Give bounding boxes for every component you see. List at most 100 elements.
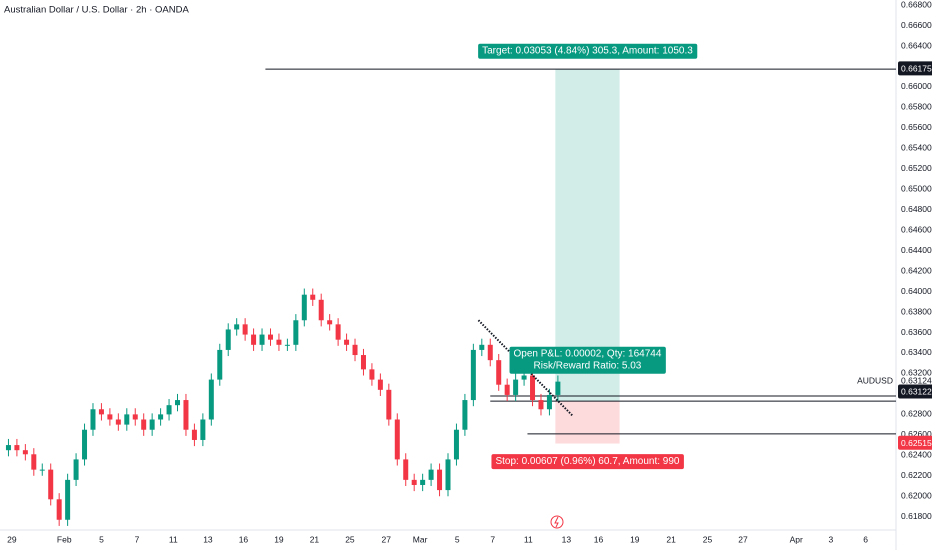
label-box <box>898 435 932 450</box>
candle-body <box>546 394 552 410</box>
candle-body <box>513 379 519 395</box>
x-tick-label: 25 <box>703 534 713 544</box>
candle-body <box>293 320 299 345</box>
candle-body <box>14 445 20 451</box>
y-tick-label: 0.62400 <box>901 450 932 460</box>
candle-body <box>217 349 223 380</box>
y-tick-label: 0.65400 <box>901 143 932 153</box>
candle-body <box>470 349 476 401</box>
candle-body <box>403 459 409 480</box>
candle-body <box>149 419 155 430</box>
candle-body <box>65 479 71 520</box>
candle-body <box>48 469 54 500</box>
candle-body <box>242 324 248 335</box>
y-tick-label: 0.62800 <box>901 409 932 419</box>
label-box <box>478 43 698 59</box>
y-tick-label: 0.62600 <box>901 429 932 439</box>
candle-body <box>377 379 383 390</box>
candle-body <box>132 414 138 420</box>
x-tick-label: 25 <box>345 534 355 544</box>
candle-body <box>530 375 536 401</box>
candle-body <box>166 405 172 415</box>
y-tick-label: 0.61800 <box>901 511 932 521</box>
x-tick-label: 5 <box>455 534 460 544</box>
candle-body <box>555 381 561 395</box>
candle-body <box>496 360 502 385</box>
candle-body <box>56 499 62 520</box>
candle-body <box>208 379 214 420</box>
x-tick-label: Mar <box>413 534 428 544</box>
candle-body <box>344 339 350 345</box>
x-tick-label: 6 <box>863 534 868 544</box>
y-tick-label: 0.66800 <box>901 0 932 9</box>
label-text: 0.63122 <box>901 386 932 396</box>
y-tick-label: 0.62200 <box>901 470 932 480</box>
x-tick-label: 11 <box>524 534 533 544</box>
candle-body <box>267 334 273 340</box>
candle-body <box>5 445 11 451</box>
x-tick-label: 27 <box>382 534 392 544</box>
candle-body <box>141 419 147 430</box>
candle-body <box>234 324 240 330</box>
label-text: 0.66175 <box>901 63 932 73</box>
x-tick-label: 5 <box>99 534 104 544</box>
candle-body <box>335 324 341 340</box>
candle-body <box>479 344 485 350</box>
x-tick-label: Feb <box>57 534 72 544</box>
current-price: 0.63124 <box>901 375 932 385</box>
x-tick-label: 19 <box>630 534 640 544</box>
candle-body <box>301 294 307 321</box>
x-tick-label: Apr <box>790 534 803 544</box>
label-box <box>898 384 932 399</box>
candle-body <box>276 339 282 345</box>
candle-body <box>453 429 459 460</box>
x-tick-label: 27 <box>738 534 748 544</box>
candle-body <box>521 375 527 380</box>
candle-body <box>98 409 104 415</box>
x-tick-label: 16 <box>239 534 249 544</box>
candle-body <box>31 454 37 470</box>
x-tick-label: 21 <box>666 534 676 544</box>
alert-icon[interactable] <box>550 515 564 529</box>
x-tick-label: 21 <box>310 534 320 544</box>
candle-body <box>352 344 358 356</box>
y-tick-label: 0.64000 <box>901 286 932 296</box>
pnl-label: Open P&L: 0.00002, Qty: 164744Risk/Rewar… <box>509 346 666 374</box>
x-tick-label: 11 <box>169 534 178 544</box>
candle-body <box>538 400 544 410</box>
symbol-label: AUDUSD <box>857 375 893 385</box>
candle-body <box>183 400 189 430</box>
candle-body <box>360 355 366 370</box>
y-tick-label: 0.62000 <box>901 490 932 500</box>
candle-body <box>82 429 88 460</box>
y-tick-label: 0.63800 <box>901 306 932 316</box>
y-tick-label: 0.65800 <box>901 102 932 112</box>
candle-body <box>310 294 316 300</box>
x-tick-label: 29 <box>7 534 17 544</box>
x-tick-label: 19 <box>274 534 284 544</box>
candle-body <box>175 400 181 406</box>
candle-body <box>158 414 164 420</box>
candle-body <box>124 414 130 425</box>
y-tick-label: 0.66600 <box>901 20 932 30</box>
candle-body <box>284 344 290 346</box>
candle-body <box>225 329 231 350</box>
y-tick-label: 0.66000 <box>901 81 932 91</box>
candle-body <box>386 389 392 420</box>
candle-body <box>327 320 333 325</box>
y-tick-label: 0.64800 <box>901 204 932 214</box>
candle-body <box>107 414 113 420</box>
stop-zone <box>555 401 620 444</box>
candle-body <box>90 409 96 430</box>
y-tick-label: 0.63200 <box>901 368 932 378</box>
candle-body <box>462 400 468 430</box>
candle-body <box>251 334 257 345</box>
candle-body <box>22 450 28 455</box>
candle-body <box>369 369 375 380</box>
candle-body <box>191 429 197 440</box>
label-box <box>509 346 666 374</box>
y-tick-label: 0.65200 <box>901 163 932 173</box>
label-text: Open P&L: 0.00002, Qty: 164744 <box>514 349 662 360</box>
chart-title: Australian Dollar / U.S. Dollar · 2h · O… <box>4 5 189 16</box>
